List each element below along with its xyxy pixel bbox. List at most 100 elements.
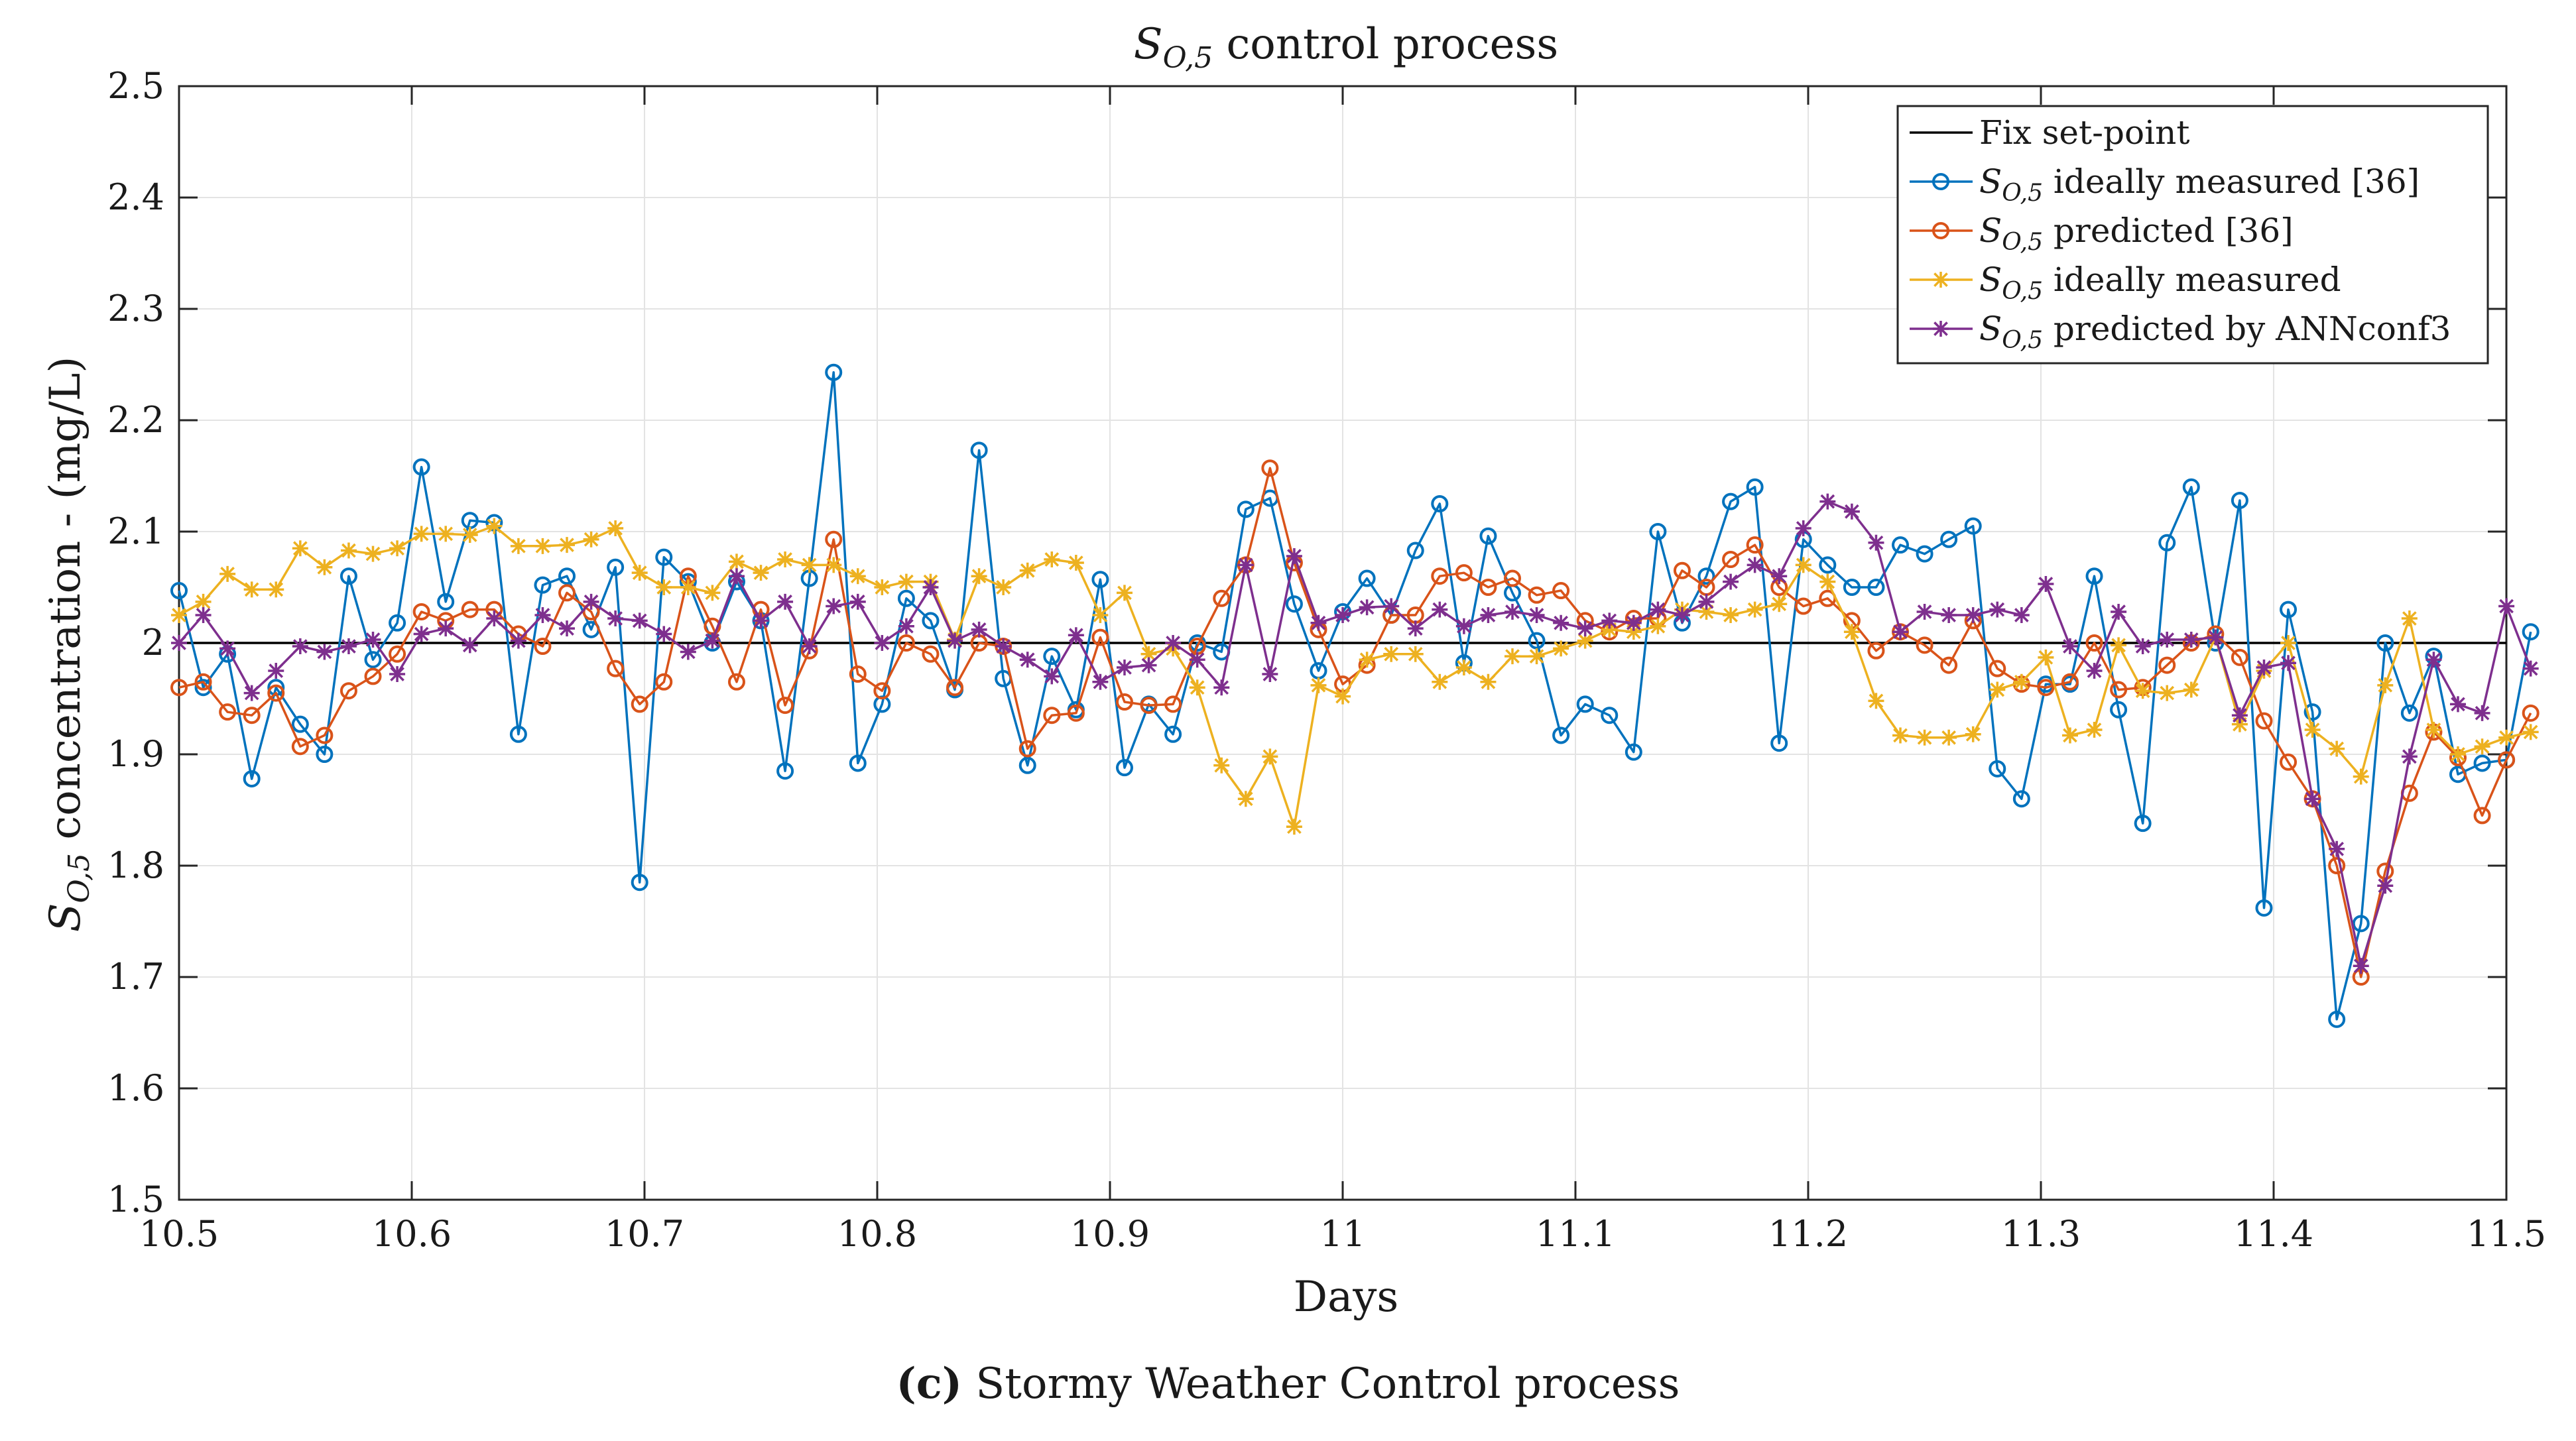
series-4-point [243,685,260,701]
legend-marker [1933,272,1949,288]
series-3-point [753,565,769,581]
series-1-point [1964,517,1982,535]
y-tick-label: 1.8 [107,844,164,886]
series-1-point [2134,815,2152,833]
legend-label: SO,5 ideally measured [1979,260,2341,305]
series-1-point [1528,632,1546,650]
series-4-point [1625,614,1642,631]
series-3-point [1528,648,1545,665]
series-1-point [631,874,648,892]
series-3-point [171,607,187,623]
series-4-point [680,644,696,660]
series-3-point [1262,748,1278,765]
series-4-point [534,607,551,623]
series-3-point [2401,610,2418,627]
series-4-point [656,626,672,642]
series-2-point [1213,589,1231,607]
series-1-point [1819,556,1837,574]
series-4-point [1916,603,1933,620]
series-2-point [1140,697,1158,715]
series-3-point [1723,607,1739,623]
series-3-point [2134,683,2151,699]
series-2-point [1746,536,1764,554]
series-3-point [559,537,576,553]
series-2-point [1528,586,1546,604]
series-1-point [2303,703,2321,721]
series-2-point [1673,561,1691,579]
series-3-point [1843,624,1860,640]
series-3-point [1237,791,1254,807]
series-1-point [1091,571,1109,589]
figure-caption: (c) Stormy Weather Control process [0,1359,2576,1409]
series-1-point [437,593,455,610]
series-4-point [292,638,308,655]
series-1-point [1722,492,1740,510]
series-2-point [1504,569,1522,587]
series-4-point [2013,607,2030,623]
x-tick-label: 11.1 [1536,1213,1615,1255]
y-tick-label: 1.7 [107,956,164,998]
series-4-point [995,638,1012,655]
series-4-point [1553,614,1569,631]
series-4-point [219,640,236,657]
series-2-point [1794,597,1812,615]
series-3-point [2329,740,2345,757]
series-2-point [897,634,915,652]
series-4-point [1019,652,1036,668]
series-3-point [1140,646,1157,662]
series-1-point [389,614,406,632]
series-3-point [243,581,260,598]
series-4-point [1310,614,1327,631]
series-1-point [558,567,576,585]
series-4-point [704,632,721,649]
series-3-point [2038,649,2054,665]
series-1-point [1601,707,1619,724]
series-4-point [728,568,745,585]
series-4-point [1044,668,1060,685]
series-2-point [655,673,673,691]
series-1-point [2231,491,2248,509]
series-3-point [631,565,648,581]
series-1-point [1164,725,1182,743]
series-2-point [1722,551,1740,568]
series-1-point [1625,743,1642,761]
series-4-point [1455,618,1472,634]
x-tick-label: 10.5 [139,1213,219,1255]
series-3-point [971,568,987,585]
y-tick-label: 2.3 [107,288,164,329]
y-tick-label: 2 [142,622,164,663]
series-4-point [2353,958,2369,974]
series-4-point [947,632,963,649]
series-3-point [510,538,526,554]
series-2-point [1455,564,1473,582]
series-4-point [2401,748,2418,765]
series-3-point [1650,618,1666,634]
series-2-point [607,660,625,677]
series-4-point [753,612,769,629]
x-tick-label: 11.5 [2467,1213,2546,1255]
series-2-point [2061,673,2079,691]
series-1-point [2473,754,2491,772]
series-1-point [1431,495,1449,512]
series-3-point [1916,729,1933,746]
series-3-point [1286,819,1302,835]
series-2-point [364,667,382,685]
series-3-point [656,579,672,595]
series-3-point [826,557,842,573]
series-3-point [1213,757,1230,774]
series-4-point [971,621,987,638]
series-1-point [2352,915,2370,933]
series-4-point [631,612,648,629]
series-1-point [1406,542,1424,559]
series-1-point [509,725,527,743]
series-3-point [1577,632,1593,649]
series-1-point [607,558,625,576]
series-3-point [2377,677,2394,693]
series-1-point [2182,478,2200,496]
series-2-point [316,726,334,744]
series-4-point [268,663,284,679]
series-4-point [1892,624,1909,640]
series-3-point [1432,673,1448,690]
series-4-point [1092,673,1109,690]
legend-label: SO,5 predicted by ANNconf3 [1979,310,2451,354]
